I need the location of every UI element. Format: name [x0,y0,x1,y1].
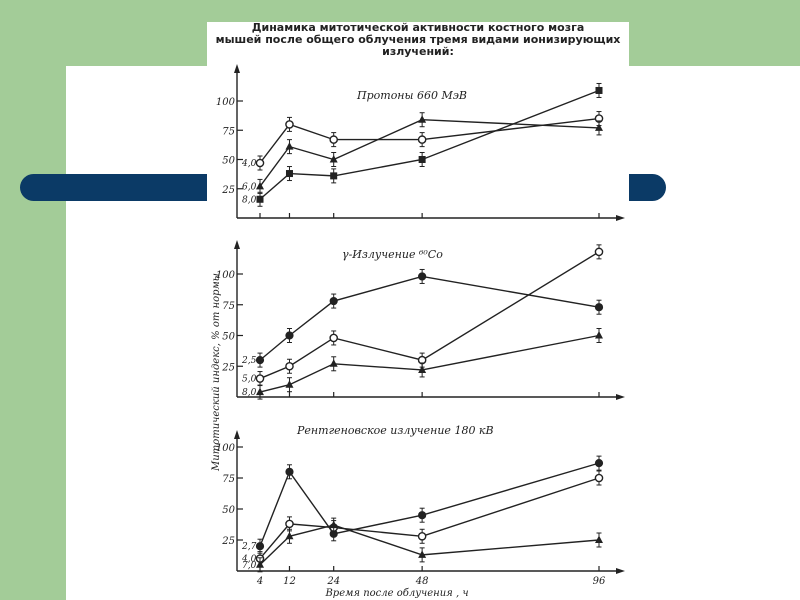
x-axis-arrow-1 [616,215,625,221]
data-point-2-3-3 [329,359,338,367]
x-tick-label-4: 4 [256,576,263,587]
series-label-2-3: 8,0 [242,388,257,398]
y-tick-label-2-75: 75 [222,301,235,312]
data-point-2-3-4 [418,365,427,373]
y-tick-label-1-25: 25 [221,185,235,196]
y-tick-label-3-50: 50 [222,505,235,516]
data-point-1-3-2 [285,170,293,178]
data-point-3-2-2 [285,519,294,529]
x-tick-label-12: 12 [283,576,296,587]
series-line-1-3 [259,89,600,200]
y-tick-label-1-50: 50 [222,156,235,167]
panel-title-1: Протоны 660 МэВ [356,89,467,102]
data-point-2-2-5 [594,247,604,257]
series-label-1-1: 4,0 [241,159,257,169]
y-tick-label-1-100: 100 [216,97,236,108]
data-point-1-1-3 [329,135,338,144]
data-point-3-3-5 [595,535,603,543]
series-label-3-3: 7,0 [242,561,257,571]
y-tick-label-3-75: 75 [222,474,235,485]
series-label-1-3: 8,0 [242,195,257,205]
y-tick-label-3-25: 25 [221,536,235,547]
x-tick-label-96: 96 [593,576,606,587]
data-point-2-2-3 [329,333,338,343]
chart-svg: 25 50 75 100 Протоны 660 МэВ 4,0 6,0 8,0 25 50 75 1… [211,64,625,599]
y-tick-label-2-50: 50 [222,332,235,343]
figure-title: Динамика митотической активности костног… [207,22,629,58]
data-point-2-3-2 [285,380,294,388]
data-point-2-1-5 [594,303,604,312]
data-point-1-2-3 [329,155,338,163]
data-point-2-1-1 [255,356,265,365]
data-point-1-2-2 [285,142,294,150]
series-label-2-1: 2,5 [241,356,257,366]
figure-title-line-2: мышей после общего облучения тремя видам… [215,33,621,46]
y-axis-label: Митотический индекс, % от нормы [211,273,222,472]
data-point-2-2-2 [285,361,294,371]
series-line-2-3 [259,334,600,393]
panel-title-2: γ-Излучение ⁶⁰Co [342,248,443,261]
x-tick-label-24: 24 [326,576,340,587]
data-point-1-1-4 [417,135,427,144]
x-axis-label: Время после облучения , ч [324,588,468,599]
series-line-1-2 [259,119,600,187]
data-point-1-3-3 [330,172,338,180]
x-tick-label-48: 48 [415,576,429,587]
figure-title-line-3: излучений: [382,45,454,58]
data-point-3-1-5 [594,459,604,468]
y-tick-label-2-25: 25 [221,362,235,373]
data-point-3-3-3 [329,520,338,529]
data-point-1-3-4 [418,156,426,163]
y-axis-arrow-2 [234,240,240,249]
series-line-3-3 [259,524,600,566]
series-label-2-2: 5,0 [242,375,257,385]
data-point-2-3-1 [256,387,264,396]
data-point-3-2-4 [417,531,427,541]
x-axis-arrow-3 [616,568,625,574]
data-point-2-1-2 [285,331,294,340]
data-point-1-2-4 [418,115,427,123]
data-point-3-3-1 [256,560,264,568]
data-point-1-2-5 [595,123,603,131]
data-point-1-3-5 [595,86,603,94]
data-point-3-3-4 [418,550,427,558]
data-point-3-1-4 [418,511,427,520]
series-label-3-2: 4,0 [241,555,257,565]
y-axis-arrow-1 [234,64,240,73]
data-point-2-1-3 [329,296,338,306]
data-point-1-1-2 [285,120,294,129]
data-point-2-1-4 [418,272,427,281]
y-tick-label-3-100: 100 [216,443,236,454]
figure-title-line-1: Динамика митотической активности костног… [251,21,585,34]
y-axis-arrow-3 [234,430,240,439]
data-point-1-1-1 [255,158,265,168]
data-point-2-2-1 [255,374,265,383]
y-tick-label-2-100: 100 [216,270,236,281]
series-line-2-2 [259,251,600,380]
data-point-3-3-2 [285,531,294,540]
series-line-2-1 [259,275,600,361]
data-point-1-2-1 [256,181,264,190]
y-tick-label-1-75: 75 [222,126,235,137]
x-axis-arrow-2 [616,394,625,400]
series-label-1-2: 6,0 [242,182,257,192]
data-point-3-2-5 [594,473,604,483]
data-point-3-1-2 [285,467,294,476]
data-point-1-3-1 [256,195,264,203]
panel-title-3: Рентгеновское излучение 180 кВ [296,424,494,437]
scanned-figure: Динамика митотической активности костног… [207,22,629,600]
data-point-3-1-1 [255,542,265,551]
series-label-3-1: 2,7 [241,542,257,552]
series-line-3-2 [259,477,600,560]
data-point-2-3-5 [595,331,603,339]
green-side-band [0,0,66,600]
